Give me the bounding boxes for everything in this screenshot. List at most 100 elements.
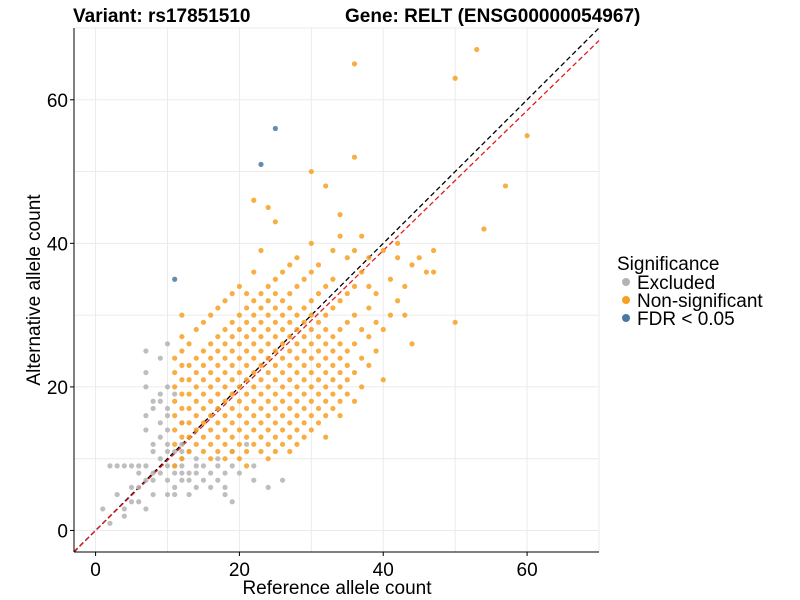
point-non-significant: [423, 269, 429, 275]
y-tick-label: 0: [57, 521, 68, 542]
point-non-significant: [452, 319, 458, 325]
point-excluded: [164, 405, 171, 412]
point-excluded: [157, 456, 163, 462]
point-excluded: [150, 441, 156, 447]
point-non-significant: [387, 276, 394, 282]
point-non-significant: [265, 427, 271, 433]
point-non-significant: [258, 247, 264, 254]
point-excluded: [143, 506, 149, 512]
point-non-significant: [330, 247, 336, 254]
point-non-significant: [315, 319, 322, 325]
point-non-significant: [193, 427, 199, 433]
point-non-significant: [208, 456, 214, 462]
point-non-significant: [236, 341, 243, 347]
point-non-significant: [222, 456, 228, 462]
point-non-significant: [265, 384, 271, 390]
point-excluded: [143, 463, 149, 469]
point-non-significant: [279, 269, 286, 275]
point-excluded: [150, 405, 156, 412]
point-non-significant: [387, 312, 394, 318]
point-non-significant: [359, 269, 365, 275]
point-excluded: [164, 341, 171, 347]
point-non-significant: [244, 405, 250, 412]
point-non-significant: [193, 398, 199, 404]
point-non-significant: [186, 377, 192, 383]
point-excluded: [143, 477, 149, 483]
point-non-significant: [279, 427, 286, 433]
point-excluded: [150, 470, 156, 476]
point-non-significant: [200, 405, 207, 412]
point-non-significant: [258, 448, 264, 455]
point-non-significant: [215, 420, 221, 426]
point-non-significant: [208, 355, 214, 361]
point-non-significant: [294, 355, 300, 361]
point-non-significant: [244, 448, 250, 455]
point-non-significant: [359, 355, 365, 361]
point-excluded: [193, 484, 199, 490]
point-non-significant: [251, 269, 257, 275]
point-non-significant: [323, 341, 329, 347]
point-non-significant: [244, 362, 250, 368]
point-non-significant: [279, 355, 286, 361]
point-non-significant: [265, 441, 271, 447]
point-excluded: [186, 470, 192, 476]
point-excluded: [222, 484, 228, 490]
point-excluded: [128, 484, 135, 490]
point-non-significant: [172, 463, 178, 469]
point-excluded: [215, 456, 221, 462]
point-non-significant: [351, 247, 358, 254]
point-excluded: [172, 448, 178, 455]
point-non-significant: [208, 441, 214, 447]
legend-label: FDR < 0.05: [637, 309, 735, 330]
data-points: [100, 46, 530, 526]
point-non-significant: [208, 398, 214, 404]
point-non-significant: [229, 391, 235, 397]
point-excluded: [172, 484, 178, 490]
point-non-significant: [193, 326, 199, 333]
point-non-significant: [251, 384, 257, 390]
point-non-significant: [200, 348, 207, 354]
point-excluded: [208, 484, 214, 490]
point-non-significant: [330, 391, 336, 397]
point-non-significant: [236, 384, 243, 390]
point-excluded: [150, 448, 156, 455]
point-non-significant: [172, 398, 178, 404]
point-non-significant: [265, 413, 271, 419]
point-non-significant: [287, 305, 293, 311]
point-non-significant: [337, 212, 343, 218]
point-non-significant: [172, 427, 178, 433]
point-excluded: [150, 477, 156, 483]
point-non-significant: [236, 427, 243, 433]
point-non-significant: [301, 362, 307, 368]
point-non-significant: [265, 204, 271, 211]
point-non-significant: [251, 197, 257, 203]
point-excluded: [251, 463, 257, 469]
point-non-significant: [308, 413, 314, 419]
point-non-significant: [244, 290, 250, 297]
point-excluded: [114, 463, 120, 469]
point-non-significant: [272, 448, 278, 455]
point-non-significant: [323, 369, 329, 376]
point-excluded: [172, 491, 178, 498]
point-non-significant: [294, 255, 300, 261]
point-non-significant: [279, 326, 286, 333]
point-non-significant: [258, 334, 264, 340]
point-non-significant: [244, 305, 250, 311]
point-non-significant: [330, 348, 336, 354]
point-non-significant: [229, 334, 235, 340]
point-excluded: [128, 463, 135, 469]
point-non-significant: [279, 441, 286, 447]
point-non-significant: [279, 298, 286, 304]
point-non-significant: [287, 362, 293, 368]
point-non-significant: [294, 441, 300, 447]
point-non-significant: [222, 384, 228, 390]
point-excluded: [150, 398, 156, 404]
point-non-significant: [265, 456, 271, 462]
point-non-significant: [265, 298, 271, 304]
point-non-significant: [208, 413, 214, 419]
point-non-significant: [222, 369, 228, 376]
point-non-significant: [236, 312, 243, 318]
point-excluded: [136, 484, 142, 490]
point-non-significant: [301, 377, 307, 383]
point-non-significant: [359, 326, 365, 333]
